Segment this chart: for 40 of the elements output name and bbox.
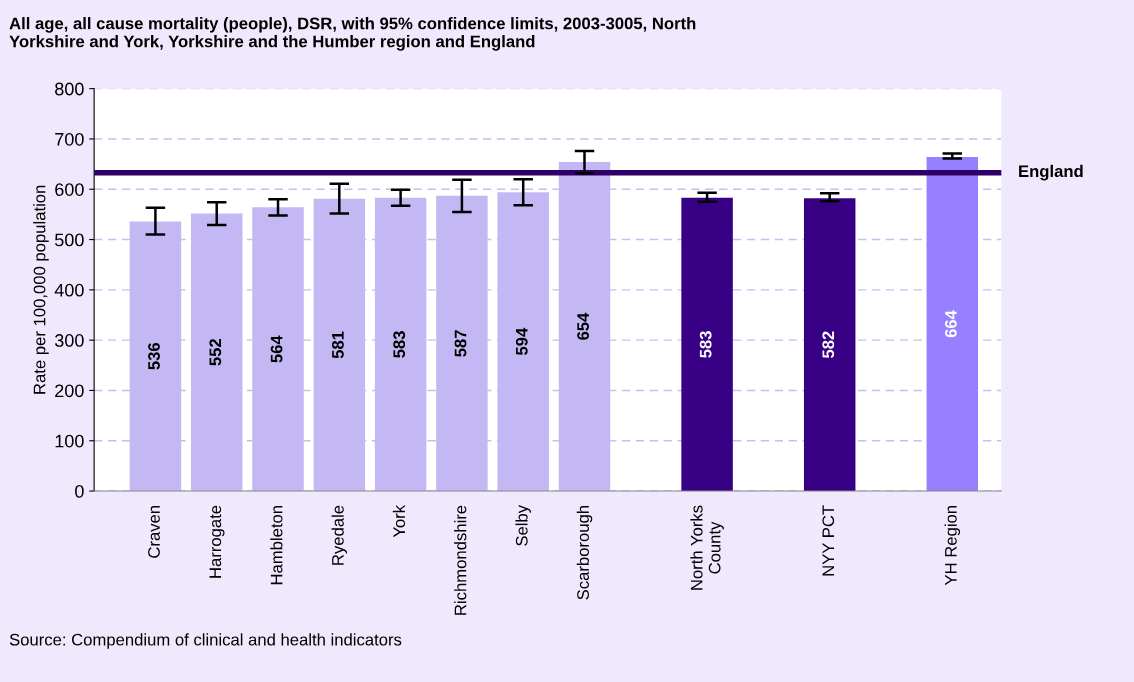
bar	[190, 213, 243, 492]
data-label: 587	[454, 330, 467, 357]
y-tick-label: 100	[55, 434, 84, 448]
y-tick-label: 600	[55, 183, 84, 196]
data-label: 581	[331, 331, 344, 359]
data-label: 664	[944, 310, 957, 338]
bar	[681, 197, 733, 492]
x-tick-label: YH Region	[944, 506, 961, 586]
y-tick-label: 500	[55, 233, 84, 247]
y-tick-label: 200	[55, 384, 84, 398]
x-tick-label: Ryedale	[331, 505, 348, 565]
bar	[803, 198, 856, 492]
x-tick-label: Richmondshire	[454, 505, 467, 615]
x-tick-label: Craven	[148, 506, 160, 558]
data-label: 583	[699, 331, 712, 358]
data-label: 594	[515, 327, 528, 356]
y-tick-label: 300	[54, 334, 84, 347]
bar	[497, 192, 549, 492]
x-tick-label: Harrogate	[209, 505, 225, 578]
data-label: 582	[822, 331, 835, 359]
y-tick-label: 400	[54, 283, 84, 297]
x-tick-label: Selby	[515, 504, 531, 546]
x-tick-label: North Yorks County	[690, 505, 724, 590]
data-label: 583	[393, 331, 406, 358]
data-label: 536	[148, 342, 160, 370]
data-label: 552	[209, 338, 222, 366]
data-label: 654	[577, 312, 589, 340]
x-tick-label: York	[392, 504, 406, 538]
chart-title: All age, all cause mortality (people), DSR, with 95% confidence limits, 2003-3005, North Yorkshire and York, Yorkshire and the Humber region and England	[9, 17, 696, 51]
x-tick-label: Scarborough	[576, 506, 593, 600]
bar	[926, 157, 979, 492]
y-tick-label: 700	[55, 132, 84, 146]
ref-line-label: England	[1019, 164, 1083, 181]
x-tick-label: Hambleton	[270, 506, 283, 585]
y-tick-label: 0	[75, 484, 84, 498]
y-tick-label: 800	[55, 82, 84, 96]
x-tick-label: NYY PCT	[822, 505, 835, 576]
y-axis-title: Rate per 100,000 population	[33, 185, 49, 394]
source-note: Source: Compendium of clinical and health indicators	[9, 633, 402, 649]
data-label: 564	[270, 335, 283, 363]
